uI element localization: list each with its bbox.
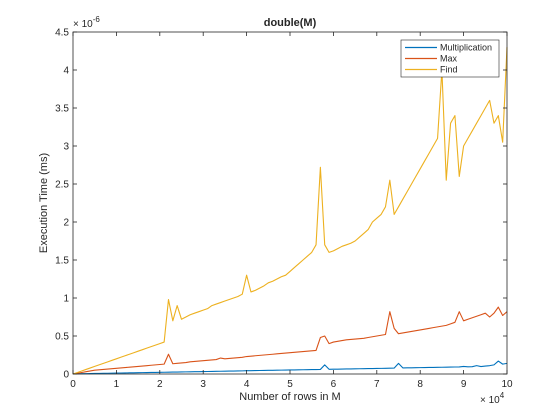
series-layer [72, 47, 508, 375]
y-tick-label: 0.5 [55, 332, 69, 343]
x-tick-label: 3 [200, 379, 206, 390]
x-axis-label: Number of rows in M [239, 391, 340, 403]
x-tick-label: 2 [157, 379, 163, 390]
series-line-max [72, 306, 508, 375]
legend-label: Find [440, 65, 458, 75]
y-multiplier-base: × 10 [73, 19, 93, 30]
legend: Multiplication Max Find [400, 39, 500, 78]
x-tick-label: 6 [331, 379, 337, 390]
x-axis-multiplier: × 104 [480, 391, 505, 406]
y-multiplier-exponent: -6 [93, 15, 101, 24]
y-tick-label: 2.5 [55, 180, 69, 191]
x-tick-label: 8 [417, 379, 423, 390]
x-tick-label: 0 [70, 379, 76, 390]
x-tick-label: 1 [114, 379, 120, 390]
y-tick-label: 2 [63, 218, 69, 229]
axes-layer: 0 1 2 3 4 5 6 7 8 9 10 0 0.5 1 1.5 2 2.5 3 3.5 4 4.5 [55, 28, 513, 391]
x-tick-label: 9 [461, 379, 467, 390]
x-tick-label: 10 [501, 379, 513, 390]
x-multiplier-exponent: 4 [500, 391, 505, 400]
legend-label: Max [440, 54, 458, 64]
legend-item: Multiplication [405, 43, 492, 53]
x-tick-label: 5 [287, 379, 293, 390]
series-line-find [72, 47, 508, 375]
y-tick-label: 1 [63, 294, 69, 305]
y-tick-label: 0 [63, 370, 69, 381]
y-tick-label: 4 [63, 66, 69, 77]
y-tick-label: 3 [63, 142, 69, 153]
y-tick-label: 4.5 [55, 28, 69, 39]
chart-title: double(M) [264, 17, 317, 29]
plot-area [73, 32, 507, 374]
y-tick-label: 3.5 [55, 104, 69, 115]
legend-item: Find [405, 65, 458, 75]
x-multiplier-base: × 10 [480, 395, 500, 406]
legend-item: Max [405, 54, 458, 64]
series-line-multiplication [72, 360, 508, 375]
y-axis-multiplier: × 10-6 [73, 15, 100, 30]
y-tick-label: 1.5 [55, 256, 69, 267]
x-tick-label: 4 [244, 379, 250, 390]
legend-label: Multiplication [440, 43, 492, 53]
x-tick-label: 7 [374, 379, 380, 390]
y-axis-label: Execution Time (ms) [38, 153, 50, 253]
